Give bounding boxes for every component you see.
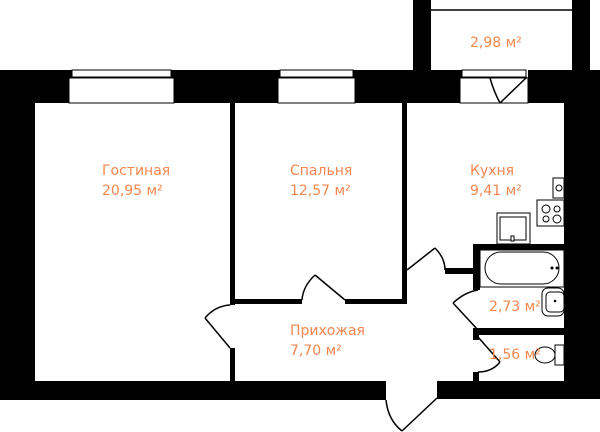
balcony bbox=[413, 0, 590, 72]
room-name-living: Гостиная bbox=[102, 163, 170, 179]
room-name-kitchen: Кухня bbox=[470, 163, 514, 179]
stove bbox=[536, 199, 565, 227]
entrance-door[interactable] bbox=[385, 397, 438, 432]
window-living bbox=[68, 69, 175, 104]
interior-walls bbox=[230, 103, 564, 382]
door-kitchen[interactable] bbox=[406, 247, 446, 271]
room-area-balcony: 2,98 м² bbox=[470, 35, 522, 51]
room-name-hallway: Прихожая bbox=[290, 323, 365, 339]
washer bbox=[552, 177, 565, 199]
sink-kitchen bbox=[496, 212, 531, 245]
door-living[interactable] bbox=[204, 304, 231, 349]
toilet bbox=[534, 344, 565, 366]
room-area-living: 20,95 м² bbox=[102, 183, 163, 199]
bathtub bbox=[479, 249, 565, 288]
door-bedroom[interactable] bbox=[301, 274, 346, 301]
room-area-wc: 1,56 м² bbox=[489, 347, 541, 363]
room-area-bathroom: 2,73 м² bbox=[489, 299, 541, 315]
window-bedroom bbox=[277, 69, 356, 104]
door-wc[interactable] bbox=[477, 336, 501, 373]
room-name-bedroom: Спальня bbox=[290, 163, 352, 179]
room-area-hallway: 7,70 м² bbox=[290, 343, 342, 359]
room-area-bedroom: 12,57 м² bbox=[290, 183, 351, 199]
balcony-door[interactable] bbox=[459, 69, 529, 104]
washbasin bbox=[541, 287, 565, 317]
room-area-kitchen: 9,41 м² bbox=[470, 183, 522, 199]
door-bathroom[interactable] bbox=[452, 289, 479, 331]
